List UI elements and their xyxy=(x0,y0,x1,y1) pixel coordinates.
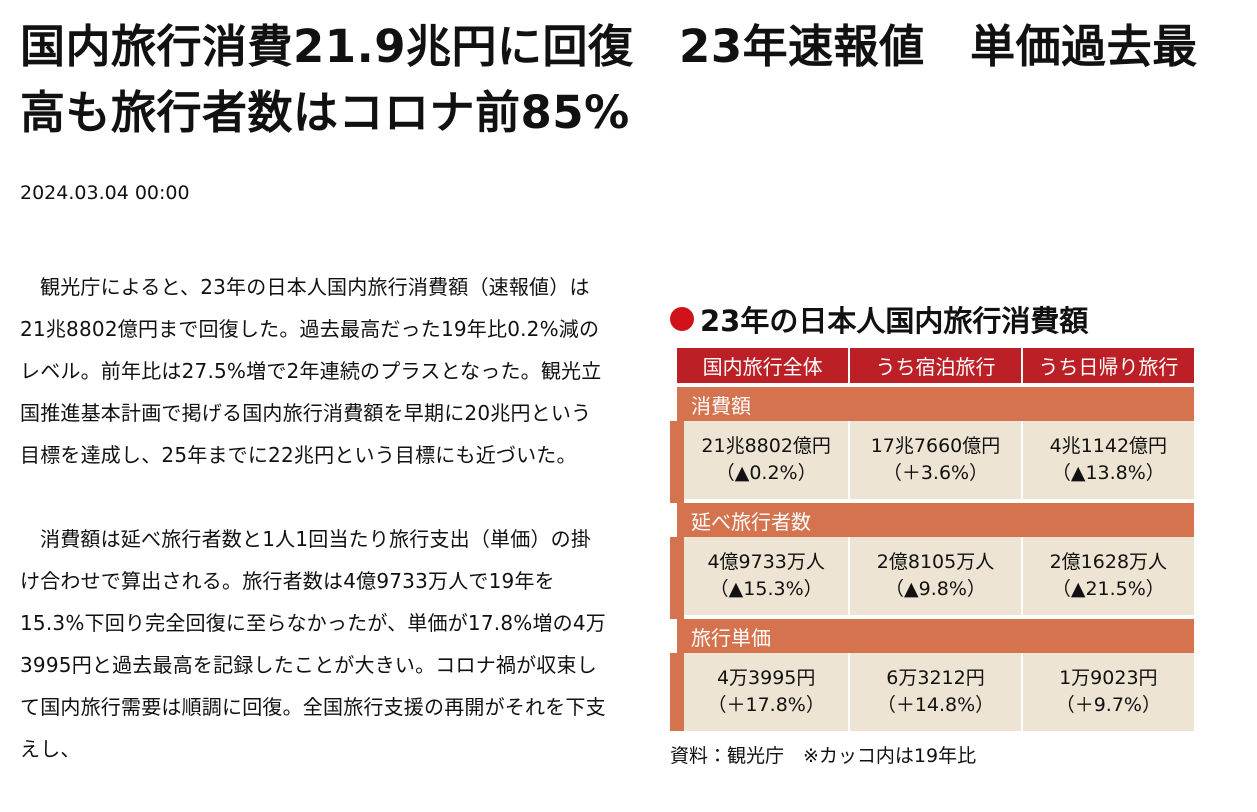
cell-value: 2億1628万人 xyxy=(1049,551,1168,573)
value-row: 4億9733万人 （▲15.3%） 2億8105万人 （▲9.8%） 2億1628万人 （… xyxy=(669,537,1194,617)
table-cell: 4万3995円 （＋17.8%） xyxy=(669,653,850,731)
cell-change: （＋17.8%） xyxy=(707,694,825,716)
value-row: 4万3995円 （＋17.8%） 6万3212円 （＋14.8%） 1万9023円 （＋9… xyxy=(669,653,1194,731)
cell-change: （＋3.6%） xyxy=(882,462,989,484)
cell-value: 1万9023円 xyxy=(1059,667,1158,689)
cell-change: （▲0.2%） xyxy=(715,462,817,484)
table-cell: 2億8105万人 （▲9.8%） xyxy=(848,537,1022,617)
section-label: 延べ旅行者数 xyxy=(677,499,1194,537)
data-table: 国内旅行全体 うち宿泊旅行 うち日帰り旅行 消費額 21兆8802億円 （▲0.2%） 17… xyxy=(669,348,1194,731)
section-label: 消費額 xyxy=(677,383,1194,421)
table-cell: 6万3212円 （＋14.8%） xyxy=(848,653,1022,731)
cell-value: 4万3995円 xyxy=(716,667,816,689)
column-header: うち日帰り旅行 xyxy=(1020,348,1194,385)
cell-change: （▲13.8%） xyxy=(1051,462,1165,484)
cell-change: （▲15.3%） xyxy=(709,578,823,600)
paragraph: 消費額は延べ旅行者数と1人1回当たり旅行支出（単価）の掛け合わせで算出される。旅… xyxy=(20,527,606,761)
header-row: 国内旅行全体 うち宿泊旅行 うち日帰り旅行 xyxy=(677,348,1194,385)
cell-value: 6万3212円 xyxy=(886,667,985,689)
section-row: 旅行単価 xyxy=(677,615,1194,653)
section-label: 旅行単価 xyxy=(677,615,1194,653)
cell-change: （▲9.8%） xyxy=(885,578,986,600)
table-cell: 4億9733万人 （▲15.3%） xyxy=(669,537,850,617)
figure-title-text: 23年の日本人国内旅行消費額 xyxy=(700,304,1089,338)
source-note: 資料：観光庁 ※カッコ内は19年比 xyxy=(670,745,977,767)
table-cell: 17兆7660億円 （＋3.6%） xyxy=(848,421,1022,501)
column-header: 国内旅行全体 xyxy=(677,348,850,385)
cell-change: （＋14.8%） xyxy=(876,694,995,716)
table-cell: 2億1628万人 （▲21.5%） xyxy=(1020,537,1194,617)
publish-date: 2024.03.04 00:00 xyxy=(20,182,190,204)
cell-value: 17兆7660億円 xyxy=(870,435,1001,457)
cell-change: （▲21.5%） xyxy=(1051,578,1165,600)
cell-value: 4兆1142億円 xyxy=(1049,435,1168,457)
column-header: うち宿泊旅行 xyxy=(848,348,1022,385)
cell-change: （＋9.7%） xyxy=(1055,694,1161,716)
article-body: 観光庁によると、23年の日本人国内旅行消費額（速報値）は21兆8802億円まで回… xyxy=(20,266,608,812)
value-row: 21兆8802億円 （▲0.2%） 17兆7660億円 （＋3.6%） 4兆1142億円… xyxy=(669,421,1194,501)
table-cell: 4兆1142億円 （▲13.8%） xyxy=(1020,421,1194,501)
bullet xyxy=(670,307,694,331)
cell-value: 2億8105万人 xyxy=(876,551,995,573)
figure-title: 23年の日本人国内旅行消費額 xyxy=(670,298,1194,340)
figure: 23年の日本人国内旅行消費額 国内旅行全体 うち宿泊旅行 うち日帰り旅行 消費額 21兆… xyxy=(669,298,1194,768)
cell-value: 21兆8802億円 xyxy=(701,435,831,457)
table-cell: 21兆8802億円 （▲0.2%） xyxy=(669,421,850,501)
paragraph: 観光庁によると、23年の日本人国内旅行消費額（速報値）は21兆8802億円まで回… xyxy=(20,275,602,467)
table-cell: 1万9023円 （＋9.7%） xyxy=(1020,653,1194,731)
section-row: 消費額 xyxy=(677,383,1194,421)
cell-value: 4億9733万人 xyxy=(707,551,825,573)
article-title: 国内旅行消費21.9兆円に回復 23年速報値 単価過去最高も旅行者数はコロナ前8… xyxy=(20,20,1198,139)
section-row: 延べ旅行者数 xyxy=(677,499,1194,537)
